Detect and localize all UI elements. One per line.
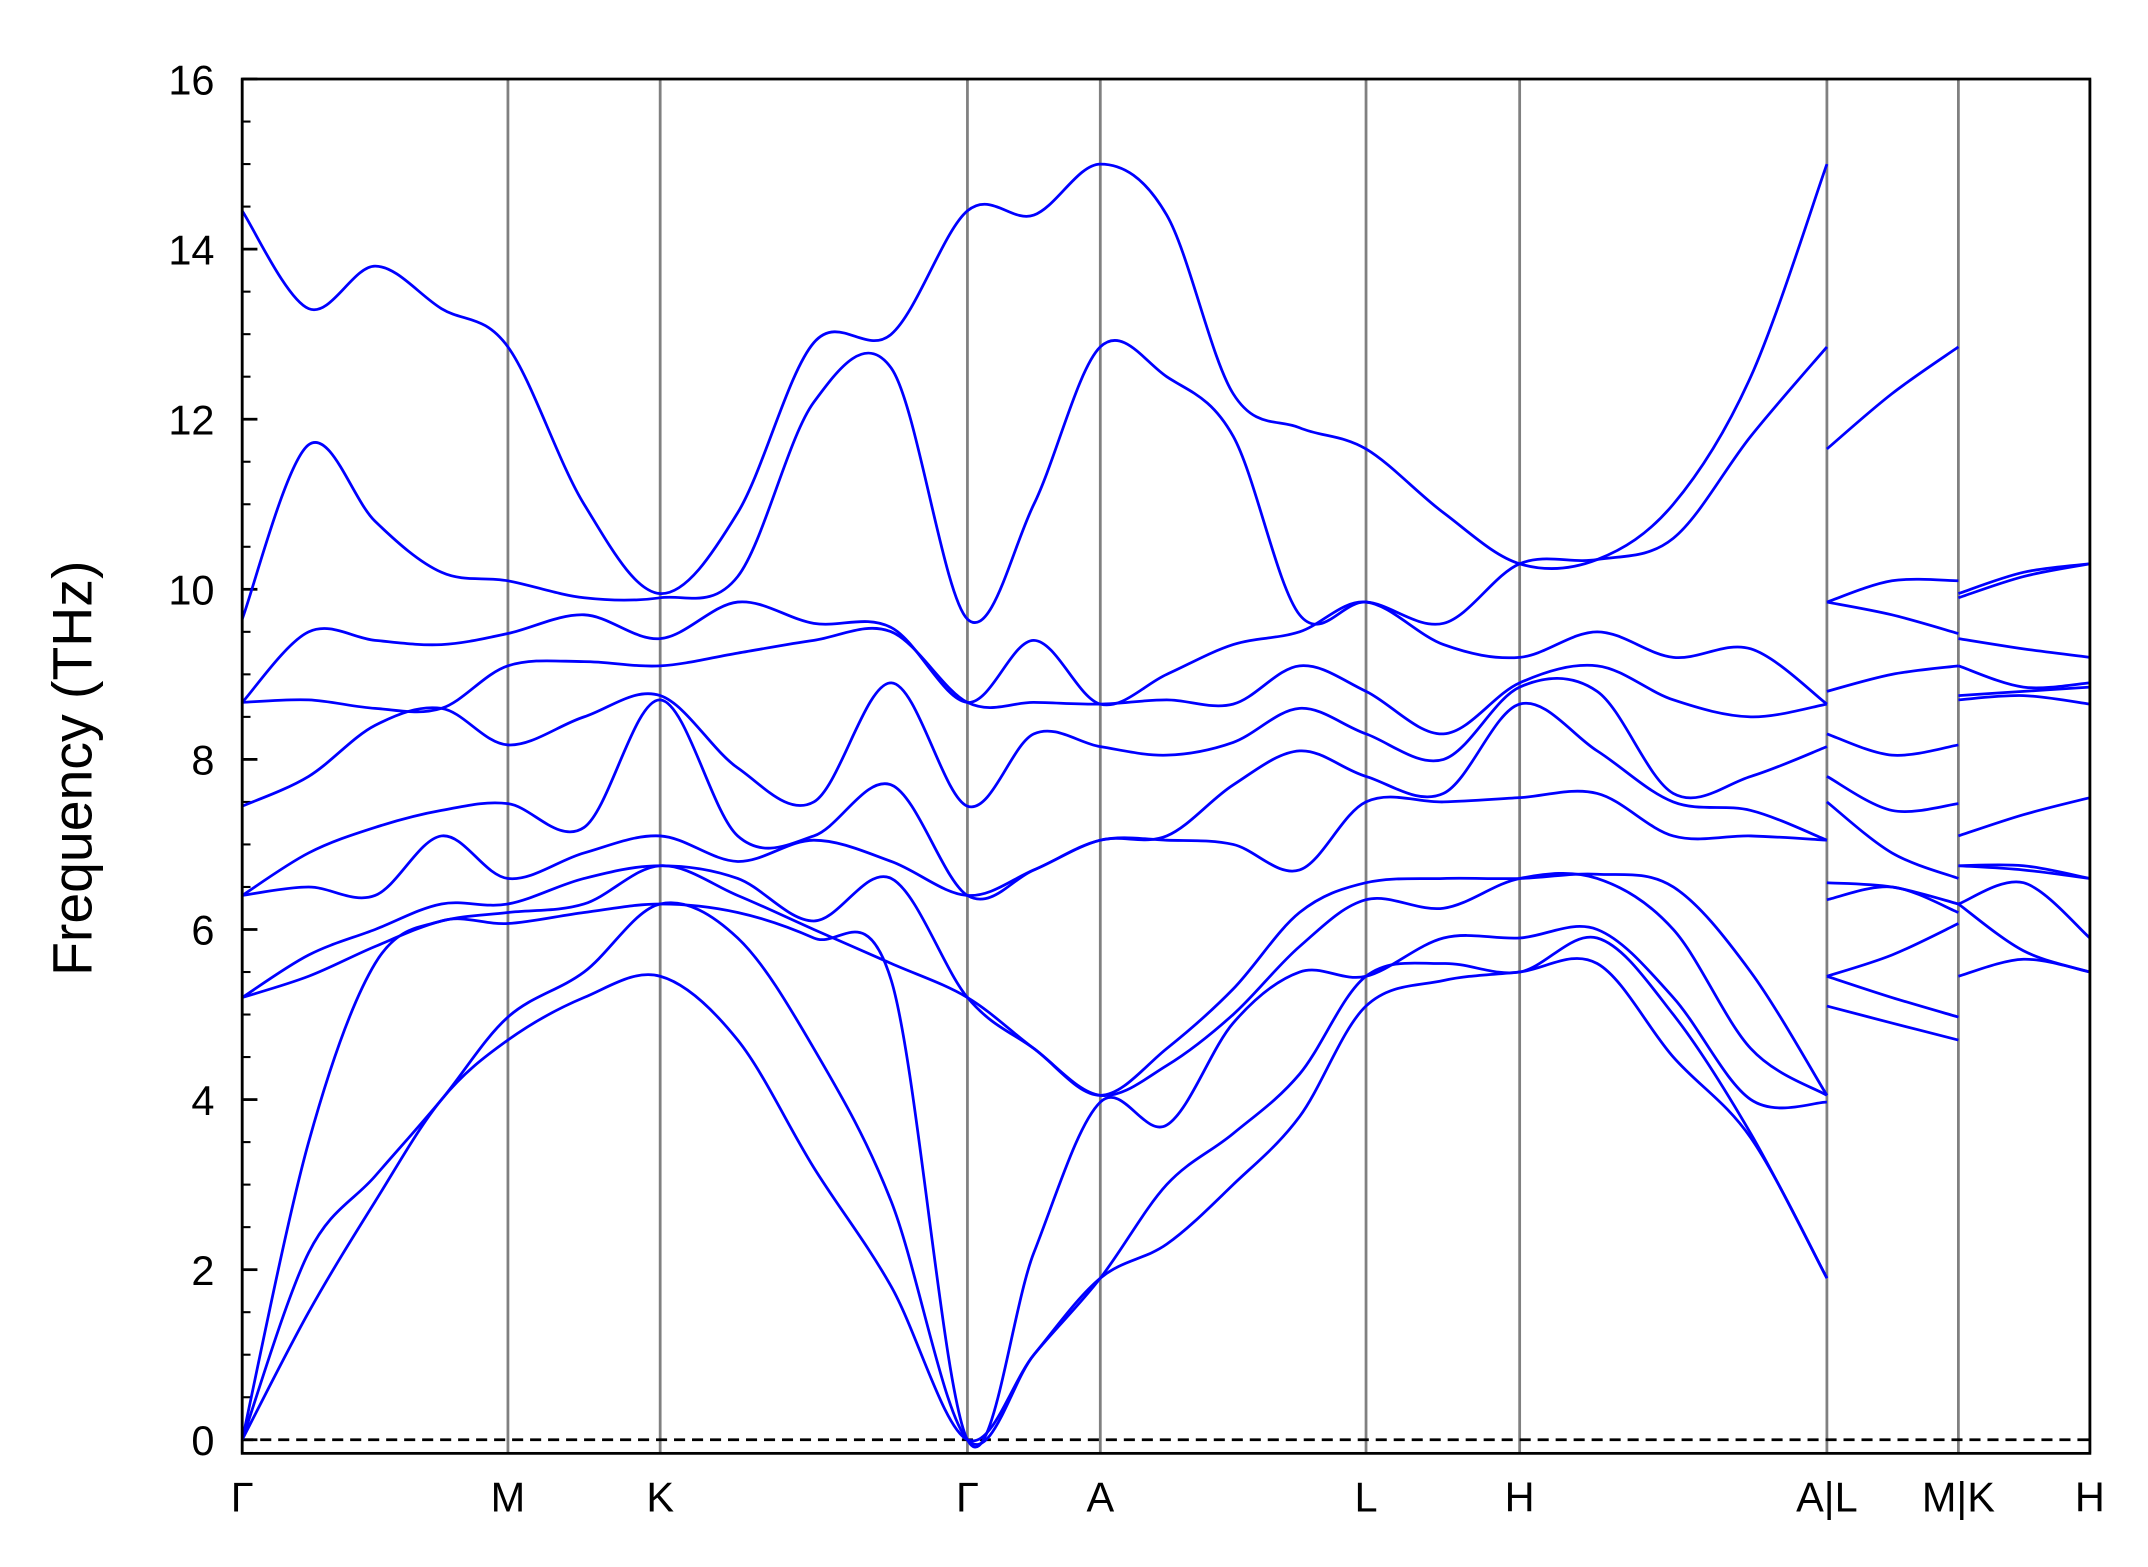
band-line xyxy=(242,627,2090,736)
x-tick-label: H xyxy=(2075,1473,2105,1520)
y-tick-label: 8 xyxy=(191,737,214,784)
band-line xyxy=(240,339,2091,626)
x-tick-label: L xyxy=(1354,1473,1377,1520)
y-axis-label: Frequency (THz) xyxy=(41,561,103,976)
y-tick-label: 16 xyxy=(168,56,214,103)
x-tick-label: M xyxy=(491,1473,526,1520)
band-line xyxy=(240,880,2091,1449)
y-tick-label: 2 xyxy=(191,1247,214,1294)
band-line xyxy=(241,694,2091,901)
band-line xyxy=(241,600,2091,707)
band-line xyxy=(240,901,2091,1446)
x-tick-label: K xyxy=(646,1473,674,1520)
x-tick-label: A|L xyxy=(1796,1473,1858,1520)
x-tick-label: A xyxy=(1086,1473,1114,1520)
plot-frame xyxy=(240,77,2092,1455)
band-line xyxy=(240,957,2091,1443)
x-tick-label: Γ xyxy=(231,1473,254,1520)
y-tick-label: 12 xyxy=(168,396,214,443)
y-tick-label: 14 xyxy=(168,226,214,273)
y-tick-label: 4 xyxy=(191,1077,214,1124)
band-line xyxy=(241,676,2090,809)
y-tick-label: 10 xyxy=(168,567,214,614)
x-tick-label: Γ xyxy=(956,1473,979,1520)
band-line xyxy=(241,863,2091,1097)
x-tick-label: H xyxy=(1505,1473,1535,1520)
x-tick-label: M|K xyxy=(1922,1473,1995,1520)
y-tick-label: 6 xyxy=(191,907,214,954)
y-tick-label: 0 xyxy=(191,1417,214,1464)
band-line xyxy=(241,162,2091,595)
